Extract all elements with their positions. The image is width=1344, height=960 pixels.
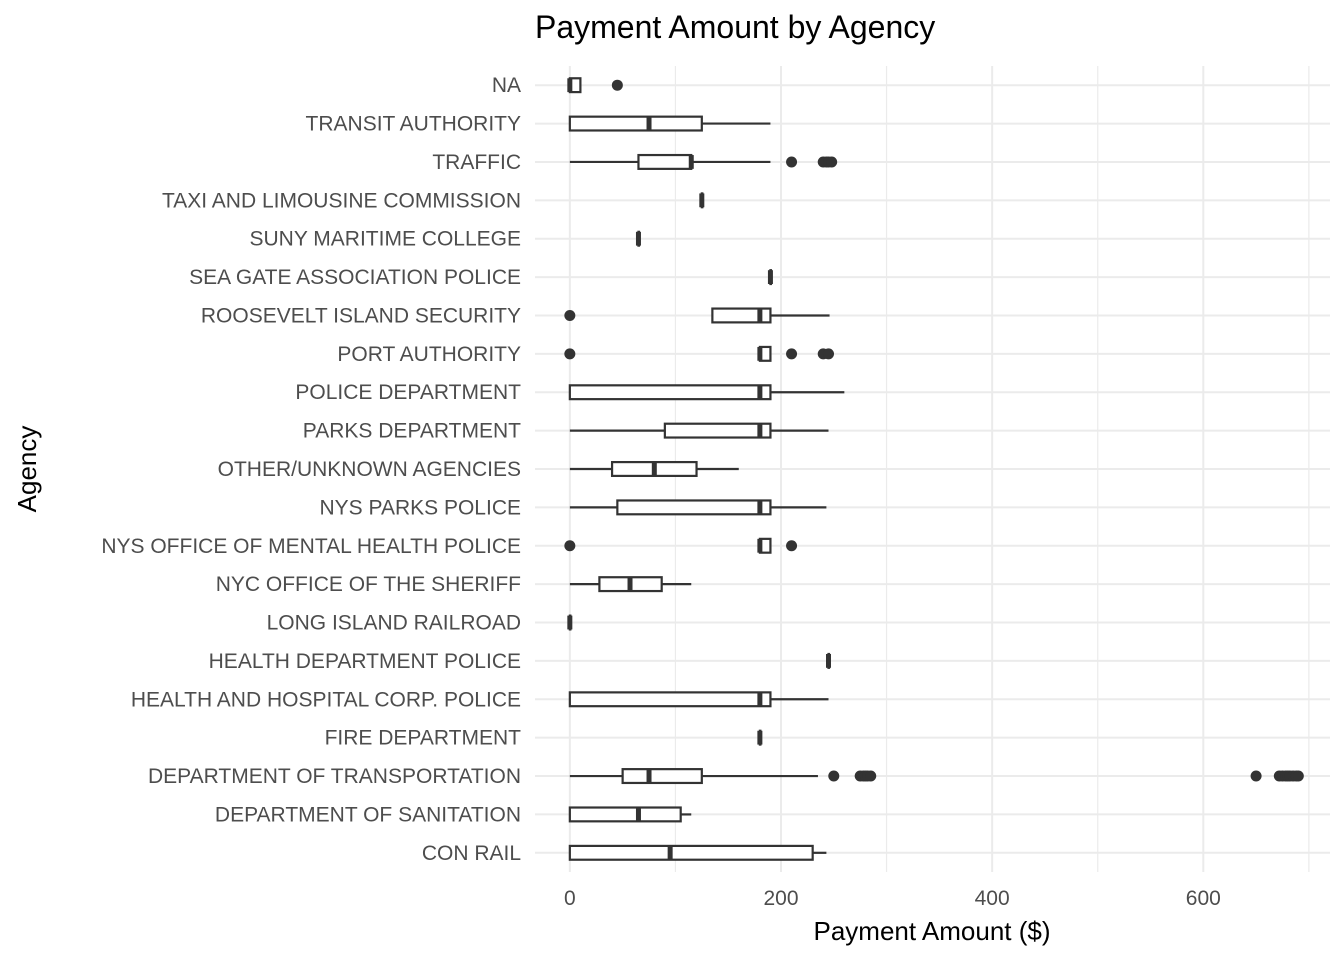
x-tick-label: 400 [975,887,1010,910]
box-group [569,499,827,516]
box-rect [568,115,703,132]
y-tick-label: ROOSEVELT ISLAND SECURITY [201,304,521,327]
y-tick-label: SUNY MARITIME COLLEGE [249,228,521,251]
box-group [569,768,1304,785]
y-tick-label: PORT AUTHORITY [337,343,521,366]
chart-title: Payment Amount by Agency [535,9,935,45]
box-group [757,729,763,746]
box-group [569,576,692,593]
grid-layer [535,66,1330,872]
outlier-point [786,540,798,552]
box-rect [568,384,772,401]
box-group [635,230,641,247]
box-group [568,806,692,823]
x-tick-label: 600 [1186,887,1221,910]
box-rect [621,768,703,785]
y-tick-label: NYS OFFICE OF MENTAL HEALTH POLICE [101,535,521,558]
box-rect [568,806,682,823]
boxes-layer [564,77,1304,861]
box-group [564,307,830,324]
y-tick-label: NYC OFFICE OF THE SHERIFF [216,573,521,596]
box-group [767,269,773,286]
box-group [699,192,705,209]
box-group [568,844,827,861]
x-axis-title: Payment Amount ($) [814,916,1051,946]
y-tick-label: DEPARTMENT OF SANITATION [215,803,521,826]
box-group [567,77,623,94]
y-tick-label: TAXI AND LIMOUSINE COMMISSION [162,189,521,212]
outlier-point [826,156,838,168]
box-group [569,153,838,170]
y-tick-label: CON RAIL [422,842,521,865]
y-tick-label: NYS PARKS POLICE [319,496,521,519]
outlier-point [564,348,576,360]
box-group [569,422,829,439]
box-group [567,614,573,631]
y-tick-label: OTHER/UNKNOWN AGENCIES [218,458,521,481]
box-group [564,345,835,362]
box-group [568,115,771,132]
x-tick-label: 200 [763,887,798,910]
y-tick-label: TRANSIT AUTHORITY [306,113,521,136]
box-group [568,384,845,401]
box-group [564,537,798,554]
y-tick-label: LONG ISLAND RAILROAD [267,612,521,635]
outlier-point [865,770,877,782]
outlier-point [1292,770,1304,782]
y-tick-label: PARKS DEPARTMENT [303,420,521,443]
box-rect [616,499,772,516]
y-tick-label: FIRE DEPARTMENT [325,727,522,750]
y-tick-label: TRAFFIC [432,151,521,174]
outlier-point [786,156,798,168]
y-tick-label: DEPARTMENT OF TRANSPORTATION [148,765,521,788]
box-rect [711,307,772,324]
x-tick-label: 0 [564,887,576,910]
outlier-point [564,309,576,321]
outlier-point [611,79,623,91]
box-group [568,691,829,708]
y-tick-label: HEALTH DEPARTMENT POLICE [209,650,521,673]
outlier-point [786,348,798,360]
x-axis-tick-labels: 0 200 400 600 [564,887,1221,910]
box-rect [568,691,772,708]
box-rect [568,844,814,861]
y-tick-label: NA [492,74,521,97]
outlier-point [1250,770,1262,782]
box-rect [663,422,772,439]
outlier-point [828,770,840,782]
outlier-point [564,540,576,552]
y-tick-label: POLICE DEPARTMENT [295,381,521,404]
y-tick-label: SEA GATE ASSOCIATION POLICE [189,266,521,289]
outlier-point [823,348,835,360]
box-group [826,652,832,669]
y-axis-tick-labels: CON RAIL DEPARTMENT OF SANITATION DEPARTME… [101,74,521,865]
box-group [569,460,739,478]
y-axis-title: Agency [12,426,42,513]
y-tick-label: HEALTH AND HOSPITAL CORP. POLICE [131,688,521,711]
box-rect [637,153,693,170]
